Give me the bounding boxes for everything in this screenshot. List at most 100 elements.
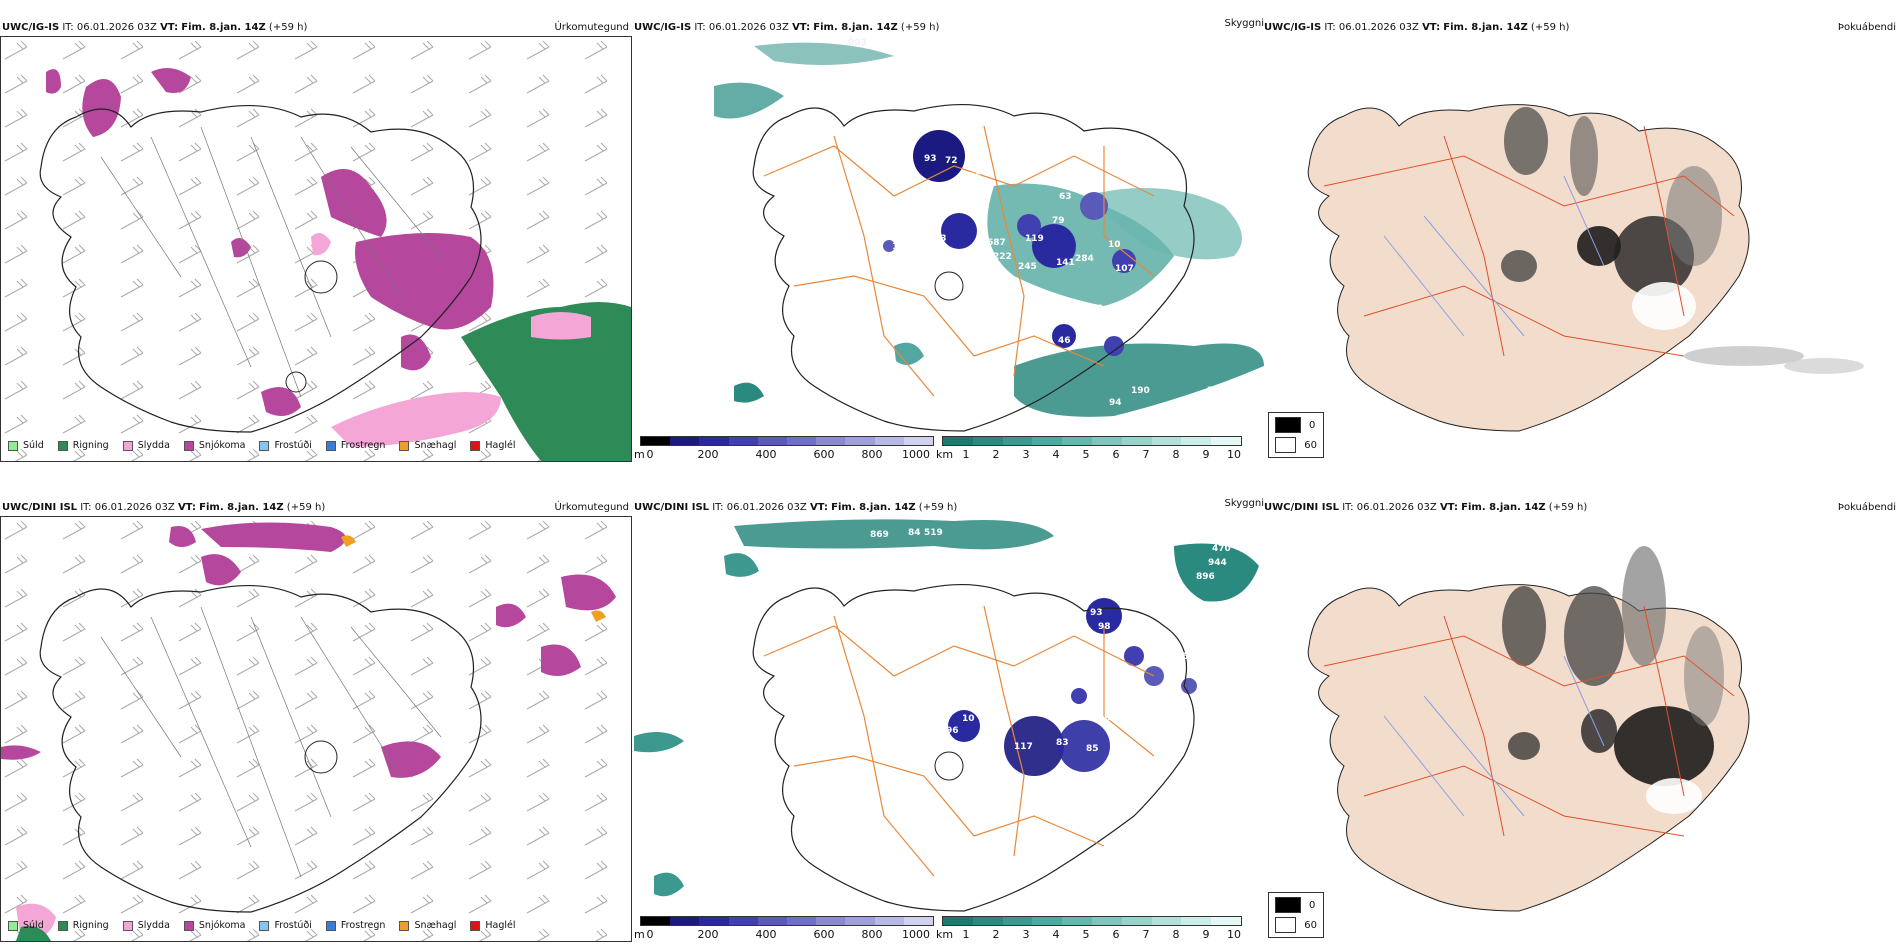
fog-legend-top: 0 60 — [1268, 412, 1324, 458]
cloud-map-bottom — [634, 519, 1259, 912]
legend-swatch — [325, 440, 336, 451]
tick-label: 0 — [646, 928, 654, 941]
cloud-label: 190 — [1131, 386, 1150, 396]
tick-label: 7 — [1142, 448, 1150, 461]
cloud-label: 869 — [870, 530, 889, 540]
unit-label: m — [634, 448, 645, 461]
cloud-label: 73 — [934, 234, 947, 244]
bar-segment — [816, 437, 846, 445]
legend-item: Haglél — [470, 440, 516, 451]
legend-swatch — [470, 440, 481, 451]
cloud-label: 245 — [1018, 262, 1037, 272]
tick-label: 4 — [1052, 928, 1060, 941]
tick-label: 200 — [697, 928, 719, 941]
cloud-label: 144 — [758, 562, 777, 572]
cloud-label: 10 — [1108, 240, 1121, 250]
legend-item: Frostregn — [325, 920, 385, 931]
fog-panel-bottom: UWC/DINI ISL IT: 06.01.2026 03Z VT: Fim.… — [1264, 480, 1900, 950]
tick-label: 400 — [755, 928, 777, 941]
map-frame — [0, 516, 632, 942]
bar-segment — [757, 917, 788, 925]
cloud-label: 107 — [1115, 264, 1134, 274]
cloud-label: 23 — [1207, 386, 1220, 396]
legend-item: Rigning — [57, 920, 109, 931]
cloud-label: 84 — [908, 528, 921, 538]
precip-legend: Súld Rigning Slydda Snjókoma Frostúði Fr… — [8, 920, 516, 931]
cloud-base-colorbar: m 0 200 400 600 800 1000 — [634, 436, 934, 464]
bar-segment — [728, 917, 758, 925]
cloud-label: 470 — [1212, 544, 1231, 554]
legend-swatch — [470, 920, 481, 931]
cloud-label: 85 — [969, 172, 982, 182]
fog-legend-row: 0 — [1275, 417, 1317, 433]
bar-segment — [1181, 917, 1212, 925]
fog-swatch — [1275, 917, 1297, 933]
bar-segment — [670, 917, 700, 925]
legend-item: Snjókoma — [183, 440, 245, 451]
cloud-label: 85 — [1086, 744, 1099, 754]
tick-label: 1000 — [902, 448, 930, 461]
bar-segment — [1091, 917, 1122, 925]
cloud-base-bar-swatches — [640, 436, 934, 446]
legend-swatch — [399, 440, 410, 451]
bar-segment — [943, 917, 973, 925]
bar-segment — [1151, 437, 1182, 445]
cloud-label: 72 — [1066, 770, 1079, 780]
bar-segment — [1002, 917, 1033, 925]
tick-label: 7 — [1142, 928, 1150, 941]
legend-swatch — [259, 920, 270, 931]
cloud-label: 95 — [1052, 696, 1065, 706]
legend-item: Rigning — [57, 440, 109, 451]
tick-label: 600 — [813, 448, 835, 461]
bar-segment — [1121, 437, 1152, 445]
tick-label: 6 — [1112, 448, 1120, 461]
tick-label: 600 — [813, 928, 835, 941]
cloud-label: 46 — [1058, 336, 1071, 346]
bar-segment — [1032, 437, 1063, 445]
visibility-colorbar: km 1 2 3 4 5 6 7 8 9 10 — [936, 916, 1242, 944]
cloud-label: 92 — [1030, 416, 1043, 426]
tick-label: 2 — [992, 928, 1000, 941]
fog-swatch — [1275, 897, 1301, 913]
legend-swatch — [57, 440, 68, 451]
cloud-label: 122 — [892, 242, 911, 252]
legend-item: Haglél — [470, 920, 516, 931]
cloud-base-bar-swatches — [640, 916, 934, 926]
tick-label: 800 — [861, 448, 883, 461]
tick-label: 10 — [1227, 928, 1241, 941]
precip-legend: Súld Rigning Slydda Snjókoma Frostúði Fr… — [8, 440, 516, 451]
cloud-label: 222 — [993, 252, 1012, 262]
tick-label: 200 — [697, 448, 719, 461]
tick-label: 10 — [1227, 448, 1241, 461]
tick-label: 9 — [1202, 928, 1210, 941]
panel-header: UWC/DINI ISL IT: 06.01.2026 03Z VT: Fim.… — [1264, 502, 1588, 513]
fog-swatch — [1275, 417, 1301, 433]
bar-segment — [845, 917, 875, 925]
cloud-label: 96 — [946, 726, 959, 736]
bar-segment — [972, 917, 1003, 925]
cloud-labels-bottom: 869 84 519 144 470 944 896 93 98 86 158 … — [634, 516, 1264, 916]
cloud-label: 896 — [1196, 572, 1215, 582]
panel-title: Þokuábendi — [1837, 502, 1896, 513]
bar-segment — [1002, 437, 1033, 445]
fog-legend-row: 60 — [1275, 437, 1317, 453]
legend-item: Frostúði — [259, 440, 312, 451]
cloud-label: 139 — [1061, 418, 1080, 428]
bar-segment — [670, 437, 700, 445]
cloud-base-colorbar: m 0 200 400 600 800 1000 — [634, 916, 934, 944]
cloud-label: 10 — [962, 714, 975, 724]
map-frame — [0, 36, 632, 462]
tick-label: 3 — [1022, 448, 1030, 461]
legend-item: Snæhagl — [399, 440, 456, 451]
tick-label: 8 — [1172, 448, 1180, 461]
cloud-label: 86 — [943, 630, 956, 640]
cloud-label: 98 — [1098, 622, 1111, 632]
tick-label: 4 — [1052, 448, 1060, 461]
cloud-label: 158 — [1176, 652, 1195, 662]
tick-label: 1 — [962, 448, 970, 461]
tick-label: 2 — [992, 448, 1000, 461]
cloud-label: 149 — [1100, 416, 1119, 426]
cloud-label: 687 — [987, 238, 1006, 248]
bar-segment — [641, 917, 671, 925]
cloud-label: 11 — [1091, 304, 1104, 314]
